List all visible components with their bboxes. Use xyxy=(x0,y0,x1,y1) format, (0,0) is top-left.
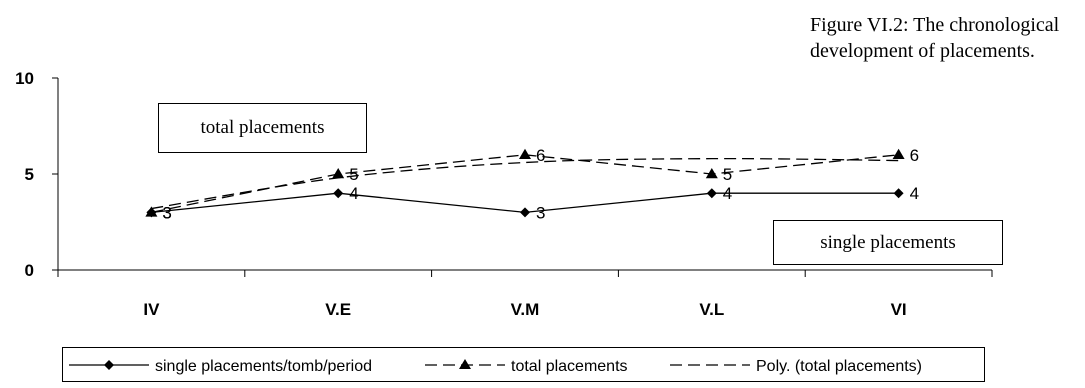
annotation-total-placements: total placements xyxy=(158,103,367,153)
data-label-total: 6 xyxy=(910,146,919,165)
series-line-total xyxy=(151,154,899,214)
data-point-total xyxy=(519,148,531,159)
legend-label-poly: Poly. (total placements) xyxy=(756,358,922,375)
data-label-single: 4 xyxy=(910,184,919,203)
y-tick-label: 10 xyxy=(15,69,34,88)
annotation-single-placements: single placements xyxy=(773,220,1003,265)
caption-line-2: development of placements. xyxy=(810,40,1035,62)
figure-caption: Figure VI.2: The chronological developme… xyxy=(810,12,1059,64)
chart-legend: single placements/tomb/period total place… xyxy=(62,347,985,382)
data-label-single: 3 xyxy=(536,203,545,222)
x-tick-label: VI xyxy=(891,300,907,319)
caption-line-1: Figure VI.2: The chronological xyxy=(810,14,1060,36)
x-tick-label: V.M xyxy=(511,300,540,319)
x-tick-label: V.E xyxy=(325,300,351,319)
legend-marker-single xyxy=(104,360,114,370)
y-tick-label: 5 xyxy=(25,165,34,184)
data-point-total xyxy=(332,168,345,179)
data-label-single: 4 xyxy=(723,184,732,203)
data-point-total xyxy=(145,206,158,217)
data-point-single xyxy=(893,188,904,199)
data-point-total xyxy=(892,148,905,159)
legend-svg: single placements/tomb/period total place… xyxy=(69,358,922,375)
y-tick-label: 0 xyxy=(25,261,34,280)
legend-label-single: single placements/tomb/period xyxy=(155,358,372,375)
data-label-single: 3 xyxy=(162,203,171,222)
data-point-single xyxy=(520,207,530,218)
legend-label-total: total placements xyxy=(511,358,628,375)
x-tick-label: IV xyxy=(143,300,160,319)
data-point-total xyxy=(705,168,718,179)
x-tick-label: V.L xyxy=(699,300,724,319)
data-label-single: 4 xyxy=(349,184,358,203)
data-label-total: 6 xyxy=(536,146,545,165)
legend-marker-total xyxy=(459,359,471,369)
data-label-total: 5 xyxy=(349,165,358,184)
data-label-total: 5 xyxy=(723,165,732,184)
data-point-single xyxy=(706,188,717,199)
data-point-single xyxy=(333,188,344,199)
data-label-total: 3 xyxy=(162,203,171,222)
